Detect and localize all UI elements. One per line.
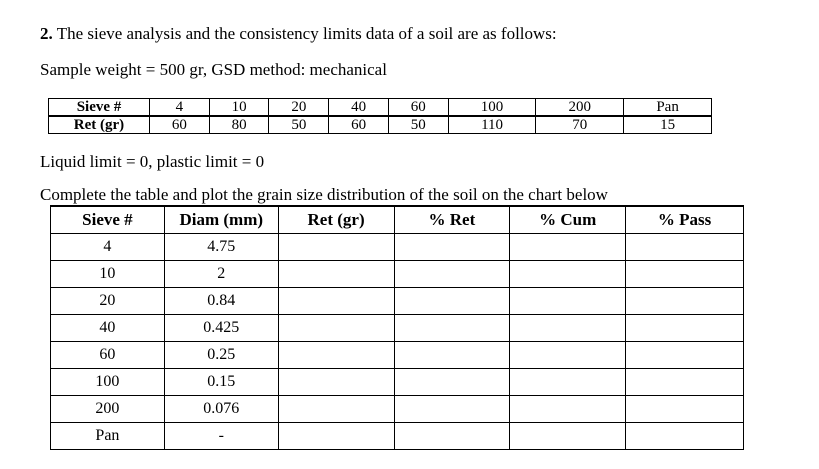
pct-cum-cell	[509, 422, 627, 450]
sieve-cell: 200	[535, 98, 625, 117]
question-number: 2.	[40, 24, 53, 43]
pct-pass-cell	[625, 314, 744, 342]
sieve-cell: 100	[50, 368, 165, 396]
sieve-cell: 20	[268, 98, 330, 117]
sieve-row: Sieve # 4 10 20 40 60 100 200 Pan	[48, 98, 712, 117]
pct-ret-cell	[393, 260, 511, 288]
instruction-text: Complete the table and plot the grain si…	[40, 185, 608, 204]
header-diam: Diam (mm)	[163, 205, 279, 234]
diameter-cell: 2	[163, 260, 279, 288]
sieve-data-table: Sieve # 4 10 20 40 60 100 200 Pan Ret (g…	[48, 98, 712, 134]
results-table: Sieve # Diam (mm) Ret (gr) % Ret % Cum %…	[50, 205, 744, 450]
pct-ret-cell	[393, 422, 511, 450]
sieve-cell: 4	[149, 98, 210, 117]
pct-cum-cell	[509, 233, 627, 261]
diameter-cell: 4.75	[163, 233, 279, 261]
sieve-cell: 60	[50, 341, 165, 369]
header-pct-pass: % Pass	[625, 205, 744, 234]
diameter-cell: 0.25	[163, 341, 279, 369]
pct-pass-cell	[625, 395, 744, 423]
sieve-cell: 4	[50, 233, 165, 261]
diameter-cell: 0.425	[163, 314, 279, 342]
retained-cell: 110	[447, 115, 537, 134]
sieve-cell: 60	[387, 98, 449, 117]
question-title: 2. The sieve analysis and the consistenc…	[40, 24, 557, 44]
retained-cell: 80	[208, 115, 270, 134]
pct-pass-cell	[625, 422, 744, 450]
ret-cell	[277, 260, 395, 288]
diameter-cell: 0.076	[163, 395, 279, 423]
pct-pass-cell	[625, 287, 744, 315]
pct-cum-cell	[509, 260, 627, 288]
diameter-cell: 0.84	[163, 287, 279, 315]
retained-cell: 60	[149, 115, 210, 134]
sieve-cell: 10	[50, 260, 165, 288]
results-header-row: Sieve # Diam (mm) Ret (gr) % Ret % Cum %…	[50, 205, 744, 234]
sieve-cell: 40	[328, 98, 389, 117]
ret-cell	[277, 287, 395, 315]
ret-cell	[277, 314, 395, 342]
pct-ret-cell	[393, 341, 511, 369]
ret-cell	[277, 233, 395, 261]
ret-cell	[277, 395, 395, 423]
ret-cell	[277, 368, 395, 396]
pct-ret-cell	[393, 368, 511, 396]
table-row: 4 4.75	[50, 233, 744, 261]
pct-pass-cell	[625, 233, 744, 261]
sieve-cell: 200	[50, 395, 165, 423]
pct-cum-cell	[509, 314, 627, 342]
pct-cum-cell	[509, 395, 627, 423]
pct-ret-cell	[393, 314, 511, 342]
consistency-limits: Liquid limit = 0, plastic limit = 0	[40, 152, 265, 171]
pct-cum-cell	[509, 341, 627, 369]
header-pct-cum: % Cum	[509, 205, 627, 234]
diameter-cell: -	[163, 422, 279, 450]
ret-cell	[277, 341, 395, 369]
header-ret: Ret (gr)	[277, 205, 395, 234]
pct-ret-cell	[393, 395, 511, 423]
pct-pass-cell	[625, 260, 744, 288]
pct-pass-cell	[625, 341, 744, 369]
sieve-cell: 10	[208, 98, 270, 117]
pct-cum-cell	[509, 287, 627, 315]
table-row: 200 0.076	[50, 395, 744, 423]
table-row: 10 2	[50, 260, 744, 288]
table-row: 100 0.15	[50, 368, 744, 396]
retained-cell: 15	[623, 115, 712, 134]
table-row: 20 0.84	[50, 287, 744, 315]
ret-cell	[277, 422, 395, 450]
table-row: 60 0.25	[50, 341, 744, 369]
retained-cell: 50	[268, 115, 330, 134]
header-sieve: Sieve #	[50, 205, 165, 234]
table-row: Pan -	[50, 422, 744, 450]
diameter-cell: 0.15	[163, 368, 279, 396]
sieve-cell: 40	[50, 314, 165, 342]
pct-cum-cell	[509, 368, 627, 396]
sample-info: Sample weight = 500 gr, GSD method: mech…	[40, 60, 387, 79]
retained-row-label: Ret (gr)	[48, 115, 150, 134]
retained-cell: 70	[535, 115, 625, 134]
sieve-cell: 100	[447, 98, 537, 117]
question-statement: The sieve analysis and the consistency l…	[52, 24, 557, 43]
pct-ret-cell	[393, 233, 511, 261]
sieve-row-label: Sieve #	[48, 98, 150, 117]
table-row: 40 0.425	[50, 314, 744, 342]
pct-ret-cell	[393, 287, 511, 315]
retained-row: Ret (gr) 60 80 50 60 50 110 70 15	[48, 115, 712, 134]
retained-cell: 60	[328, 115, 389, 134]
sieve-cell: Pan	[623, 98, 712, 117]
pct-pass-cell	[625, 368, 744, 396]
sieve-cell: 20	[50, 287, 165, 315]
retained-cell: 50	[387, 115, 449, 134]
sieve-cell: Pan	[50, 422, 165, 450]
header-pct-ret: % Ret	[393, 205, 511, 234]
